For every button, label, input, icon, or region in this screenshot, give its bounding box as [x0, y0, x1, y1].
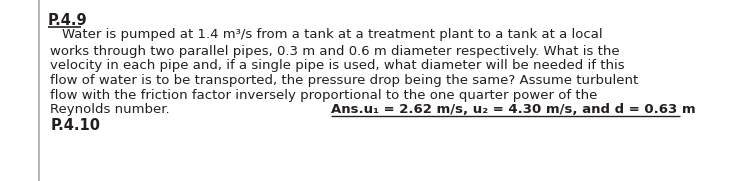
Text: Ans.u₁ = 2.62 m/s, u₂ = 4.30 m/s, and d = 0.63 m: Ans.u₁ = 2.62 m/s, u₂ = 4.30 m/s, and d …: [332, 103, 696, 116]
Text: velocity in each pipe and, if a single pipe is used, what diameter will be neede: velocity in each pipe and, if a single p…: [50, 60, 625, 73]
Text: works through two parallel pipes, 0.3 m and 0.6 m diameter respectively. What is: works through two parallel pipes, 0.3 m …: [50, 45, 620, 58]
Text: P.4.10: P.4.10: [50, 117, 100, 132]
Text: Reynolds number.: Reynolds number.: [50, 103, 170, 116]
Text: P.4.9: P.4.9: [47, 13, 87, 28]
Text: Water is pumped at 1.4 m³/s from a tank at a treatment plant to a tank at a loca: Water is pumped at 1.4 m³/s from a tank …: [62, 28, 603, 41]
Text: flow with the friction factor inversely proportional to the one quarter power of: flow with the friction factor inversely …: [50, 89, 598, 102]
Text: flow of water is to be transported, the pressure drop being the same? Assume tur: flow of water is to be transported, the …: [50, 74, 638, 87]
